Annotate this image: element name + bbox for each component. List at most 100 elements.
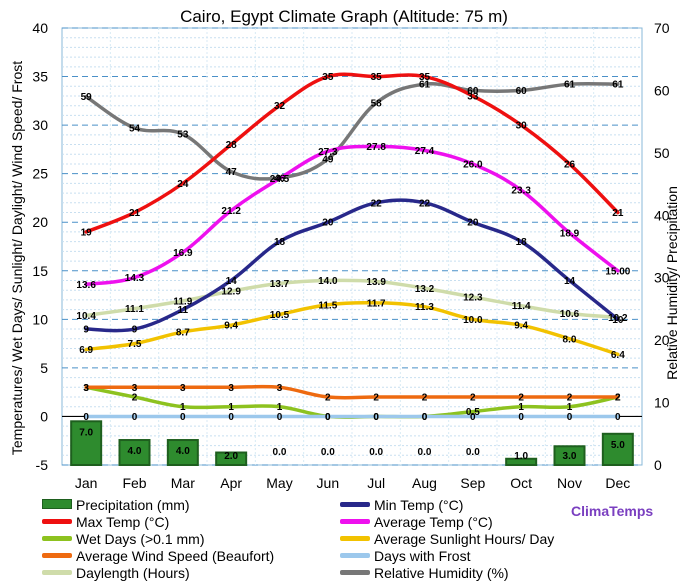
relative-humidity-label: 47 <box>226 167 238 178</box>
right-tick-label: 40 <box>654 207 670 223</box>
daylength-hours-label: 10.2 <box>608 313 628 324</box>
precipitation-label: 0.0 <box>418 447 432 458</box>
month-tick-label: Apr <box>220 475 242 491</box>
max-temp-c-label: 30 <box>516 121 528 132</box>
precipitation-label: 7.0 <box>79 427 93 438</box>
average-wind-speed-beaufort-label: 3 <box>180 383 186 394</box>
relative-humidity-label: 59 <box>81 92 93 103</box>
daylength-hours-label: 14.0 <box>318 276 338 287</box>
precipitation-label: 1.0 <box>514 451 528 462</box>
right-tick-label: 70 <box>654 20 670 36</box>
legend-label: Wet Days (>0.1 mm) <box>76 531 205 547</box>
days-with-frost-label: 0 <box>422 412 428 423</box>
average-wind-speed-beaufort-label: 2 <box>567 393 573 404</box>
left-tick-label: 20 <box>32 214 48 230</box>
average-temp-c-label: 24.5 <box>270 174 290 185</box>
right-tick-label: 0 <box>654 457 662 473</box>
wet-days-0-1-mm-label: 0.5 <box>466 407 480 418</box>
right-axis-title: Relative Humidity/ Precipitation <box>664 186 680 380</box>
average-wind-speed-beaufort-label: 2 <box>470 393 476 404</box>
left-axis-title: Temperatures/ Wet Days/ Sunlight/ Daylig… <box>9 61 25 455</box>
max-temp-c-label: 21 <box>129 208 141 219</box>
left-tick-label: -5 <box>36 457 49 473</box>
days-with-frost-label: 0 <box>325 412 331 423</box>
chart-title: Cairo, Egypt Climate Graph (Altitude: 75… <box>180 7 508 26</box>
month-tick-label: Jul <box>367 475 385 491</box>
legend-swatch <box>340 519 370 524</box>
left-tick-label: 40 <box>32 20 48 36</box>
brand-logo: ClimaTemps <box>571 503 654 519</box>
month-tick-label: May <box>266 475 292 491</box>
left-tick-label: 15 <box>32 263 48 279</box>
average-sunlight-hours-day-label: 11.5 <box>318 300 337 311</box>
precipitation-bar <box>505 457 538 466</box>
month-tick-label: Oct <box>510 475 532 491</box>
relative-humidity-label: 61 <box>564 80 576 91</box>
min-temp-c-label: 22 <box>371 198 383 209</box>
max-temp-c-label: 28 <box>226 140 238 151</box>
legend-swatch <box>340 502 370 507</box>
daylength-hours-label: 12.9 <box>221 287 241 298</box>
month-tick-label: Jun <box>317 475 340 491</box>
month-tick-label: Feb <box>122 475 146 491</box>
min-temp-c-label: 14 <box>564 276 576 287</box>
average-wind-speed-beaufort-label: 2 <box>518 393 524 404</box>
series-lines <box>84 72 620 419</box>
relative-humidity-label: 60 <box>467 86 479 97</box>
average-wind-speed-beaufort-label: 2 <box>373 393 379 404</box>
max-temp-c-label: 35 <box>371 72 383 83</box>
relative-humidity-label: 60 <box>516 86 528 97</box>
legend-swatch <box>340 570 370 575</box>
relative-humidity-label: 49 <box>322 155 334 166</box>
precipitation-label: 4.0 <box>128 446 142 457</box>
relative-humidity-label: 58 <box>371 98 383 109</box>
average-wind-speed-beaufort-line <box>84 384 620 400</box>
precipitation-label: 0.0 <box>321 447 335 458</box>
daylength-hours-label: 11.9 <box>173 296 192 307</box>
max-temp-c-label: 32 <box>274 101 286 112</box>
max-temp-c-line <box>84 72 620 234</box>
average-temp-c-label: 21.2 <box>221 206 241 217</box>
legend-swatch <box>42 499 72 509</box>
left-tick-label: 5 <box>40 360 48 376</box>
min-temp-c-label: 20 <box>322 218 334 229</box>
average-sunlight-hours-day-label: 7.5 <box>128 339 142 350</box>
relative-humidity-label: 61 <box>612 80 624 91</box>
relative-humidity-label: 53 <box>177 130 189 141</box>
days-with-frost-label: 0 <box>277 412 283 423</box>
min-temp-c-label: 22 <box>419 198 431 209</box>
average-wind-speed-beaufort-label: 2 <box>422 393 428 404</box>
left-tick-label: 25 <box>32 166 48 182</box>
right-tick-label: 30 <box>654 270 670 286</box>
min-temp-c-label: 18 <box>274 237 286 248</box>
wet-days-0-1-mm-label: 2 <box>615 393 621 404</box>
chart-legend: Precipitation (mm) Min Temp (°C) Max Temp … <box>0 493 687 581</box>
average-sunlight-hours-day-label: 8.0 <box>563 334 577 345</box>
average-temp-c-label: 27.4 <box>415 146 435 157</box>
daylength-hours-label: 13.2 <box>415 284 435 295</box>
average-wind-speed-beaufort-label: 3 <box>228 383 234 394</box>
average-wind-speed-beaufort-label: 3 <box>277 383 283 394</box>
max-temp-c-label: 33 <box>467 91 479 102</box>
max-temp-c-label: 19 <box>81 227 93 238</box>
wet-days-0-1-mm-label: 1 <box>180 402 186 413</box>
days-with-frost-label: 0 <box>470 412 476 423</box>
days-with-frost-label: 0 <box>567 412 573 423</box>
average-sunlight-hours-day-label: 6.9 <box>79 345 93 356</box>
month-tick-label: Nov <box>557 475 582 491</box>
daylength-hours-line <box>84 278 620 320</box>
daylength-hours-label: 13.7 <box>270 279 290 290</box>
daylength-hours-label: 11.4 <box>512 301 531 312</box>
legend-label: Average Wind Speed (Beaufort) <box>76 548 275 564</box>
min-temp-c-label: 20 <box>467 218 479 229</box>
average-temp-c-line <box>84 144 620 287</box>
legend-label: Average Sunlight Hours/ Day <box>374 531 555 547</box>
precipitation-bar <box>553 445 586 466</box>
min-temp-c-label: 14 <box>226 276 238 287</box>
legend-label: Min Temp (°C) <box>374 497 464 513</box>
precipitation-label: 0.0 <box>369 447 383 458</box>
relative-humidity-label: 54 <box>129 123 141 134</box>
month-tick-label: Jan <box>75 475 98 491</box>
wet-days-0-1-mm-label: 0 <box>422 412 428 423</box>
climate-chart: Cairo, Egypt Climate Graph (Altitude: 75… <box>9 7 680 491</box>
